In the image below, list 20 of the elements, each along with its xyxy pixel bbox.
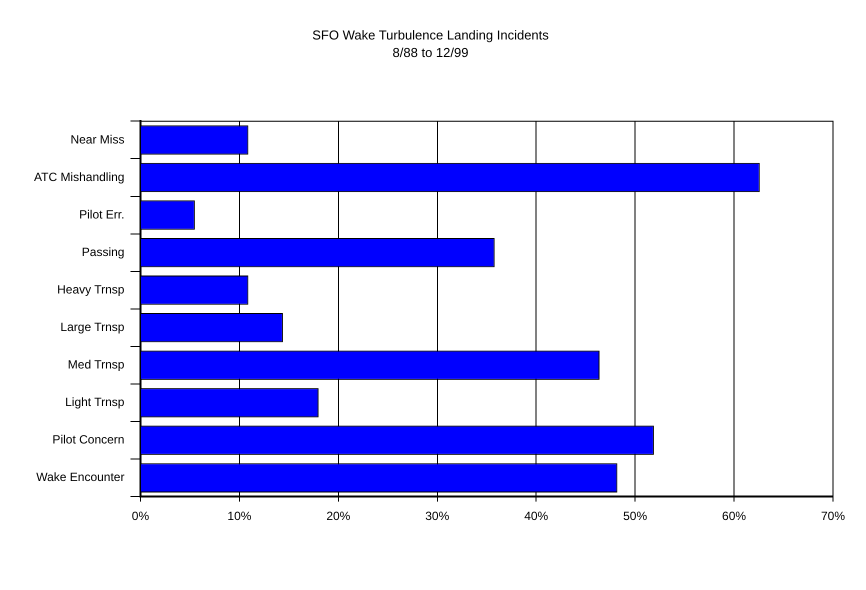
y-tick-label: Med Trnsp bbox=[68, 358, 125, 372]
y-tick-label: Wake Encounter bbox=[36, 470, 124, 484]
y-tick-label: ATC Mishandling bbox=[34, 170, 124, 184]
x-tick-label: 20% bbox=[326, 509, 351, 524]
y-tick-label: Near Miss bbox=[70, 132, 124, 146]
x-tick-label: 50% bbox=[623, 509, 648, 524]
y-tick-label: Pilot Err. bbox=[79, 207, 124, 222]
x-tick-label: 30% bbox=[425, 509, 450, 524]
y-tick-label: Passing bbox=[82, 244, 124, 259]
y-tick-label: Heavy Trnsp bbox=[57, 282, 125, 296]
x-tick-label: 0% bbox=[132, 509, 150, 524]
chart-title: SFO Wake Turbulence Landing Incidents bbox=[312, 27, 550, 42]
y-tick-label: Large Trnsp bbox=[60, 320, 125, 334]
x-tick-label: 40% bbox=[524, 509, 549, 524]
x-tick-label: 10% bbox=[227, 509, 252, 524]
x-tick-label: 60% bbox=[722, 509, 746, 524]
y-tick-label: Light Trnsp bbox=[65, 395, 125, 410]
x-tick-label: 70% bbox=[820, 509, 846, 524]
chart-subtitle: 8/88 to 12/99 bbox=[392, 44, 468, 60]
y-tick-label: Pilot Concern bbox=[52, 432, 124, 447]
